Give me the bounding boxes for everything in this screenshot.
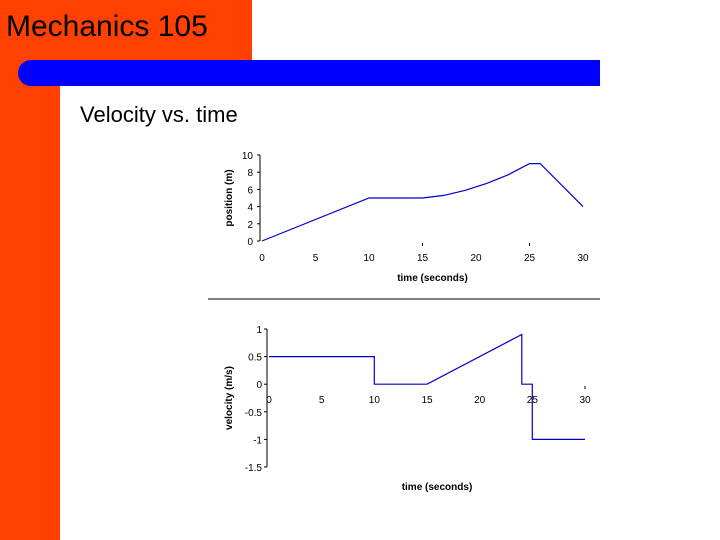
position-x-axis-label: time (seconds) xyxy=(397,273,468,284)
velocity-chart: 10.50-0.5-1-1.5 0 5 10 15 20 25 30 time (secon… xyxy=(224,325,591,493)
velocity-y-tick-label: -1 xyxy=(253,435,262,446)
velocity-y-ticks: 1 0.5 0 -0.5 -1 -1.5 xyxy=(245,325,267,474)
position-y-tick-label: 0 xyxy=(247,237,253,248)
accent-band xyxy=(18,60,600,86)
position-x-tick-label: 15 xyxy=(417,253,429,264)
position-x-tick-label: 0 xyxy=(259,253,265,264)
position-y-tick-label: 6 xyxy=(247,185,253,196)
position-x-ticks: 0 5 10 15 20 25 30 xyxy=(259,243,589,264)
velocity-x-tick-label: 20 xyxy=(474,395,486,406)
position-y-tick-label: 8 xyxy=(247,168,253,179)
slide-heading: Velocity vs. time xyxy=(80,102,238,127)
left-sidebar-bar xyxy=(0,0,60,540)
position-y-ticks: 0 2 4 6 8 10 xyxy=(242,151,260,248)
velocity-y-tick-label: 0 xyxy=(256,380,262,391)
velocity-x-tick-label: 10 xyxy=(369,395,381,406)
position-y-tick-label: 2 xyxy=(247,220,253,231)
velocity-x-tick-label: 30 xyxy=(579,395,591,406)
position-y-tick-label: 4 xyxy=(247,203,253,214)
velocity-x-tick-label: 5 xyxy=(319,395,325,406)
velocity-y-tick-label: -0.5 xyxy=(245,408,263,419)
position-x-tick-label: 30 xyxy=(577,253,589,264)
velocity-x-tick-label: 15 xyxy=(421,395,433,406)
velocity-y-tick-label: 0.5 xyxy=(248,353,262,364)
position-x-tick-label: 5 xyxy=(313,253,319,264)
title-block: Mechanics 105 xyxy=(0,0,252,60)
slide-title: Mechanics 105 xyxy=(6,10,208,43)
position-x-tick-label: 10 xyxy=(363,253,375,264)
velocity-x-ticks: 0 5 10 15 20 25 30 xyxy=(266,386,591,406)
position-y-tick-label: 10 xyxy=(242,151,254,162)
velocity-x-axis-label: time (seconds) xyxy=(402,482,473,493)
position-y-axis-label: position (m) xyxy=(224,169,235,226)
velocity-series-line xyxy=(269,333,585,440)
velocity-x-tick-label: 0 xyxy=(266,395,272,406)
position-x-tick-label: 25 xyxy=(524,253,536,264)
velocity-y-tick-label: 1 xyxy=(256,325,262,336)
velocity-y-axis-label: velocity (m/s) xyxy=(224,366,235,430)
position-chart: 0 2 4 6 8 10 0 5 10 15 20 25 30 time (seconds) posi… xyxy=(224,151,589,284)
position-series-line xyxy=(261,163,584,242)
velocity-y-tick-label: -1.5 xyxy=(245,463,263,474)
position-x-tick-label: 20 xyxy=(470,253,482,264)
